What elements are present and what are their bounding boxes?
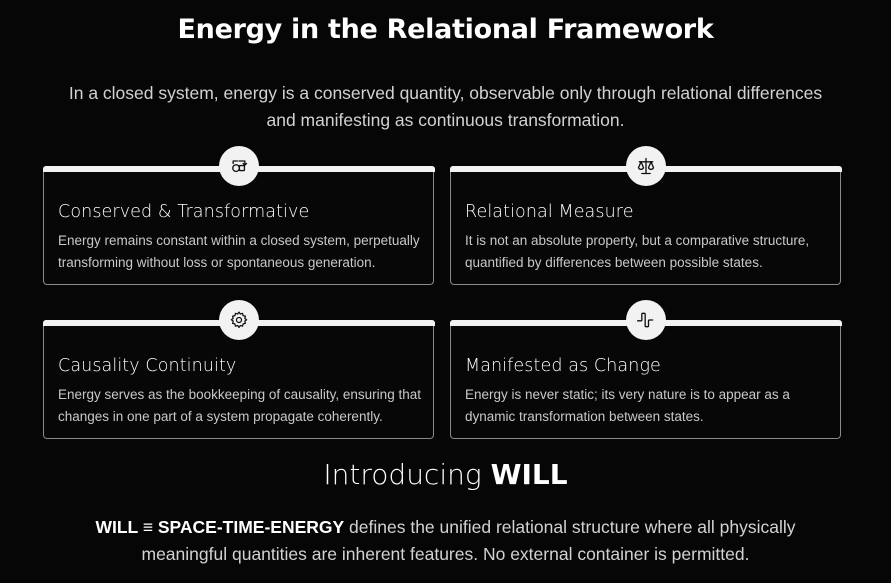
card-body: Energy serves as the bookkeeping of caus… [58,387,421,424]
card-title: Causality Continuity [58,356,237,376]
signal-pulse-icon [625,300,666,340]
exchange-icon [218,146,259,186]
will-heading-prefix: Introducing [323,458,482,491]
will-statement-bold: WILL ≡ SPACE-TIME-ENERGY [95,517,345,537]
scale-icon [625,146,666,186]
card-conserved-transformative: Conserved & Transformative Energy remain… [42,146,435,285]
card-causality-continuity: Causality Continuity Energy serves as th… [42,300,435,439]
will-statement-rest: defines the unified relational structure… [141,517,796,564]
card-body: Energy remains constant within a closed … [58,233,420,270]
will-heading: Introducing WILL [0,458,891,491]
gear-icon [218,300,259,340]
card-title: Conserved & Transformative [58,202,310,222]
intro-paragraph: In a closed system, energy is a conserve… [68,83,823,130]
will-statement: WILL ≡ SPACE-TIME-ENERGY defines the uni… [60,514,831,568]
card-manifested-as-change: Manifested as Change Energy is never sta… [449,300,842,439]
card-title: Relational Measure [465,202,634,222]
card-relational-measure: Relational Measure It is not an absolute… [449,146,842,285]
will-heading-bold: WILL [490,458,568,491]
card-body: It is not an absolute property, but a co… [465,233,810,270]
card-title: Manifested as Change [465,356,661,376]
card-body: Energy is never static; its very nature … [465,387,790,424]
page-title: Energy in the Relational Framework [177,14,714,45]
